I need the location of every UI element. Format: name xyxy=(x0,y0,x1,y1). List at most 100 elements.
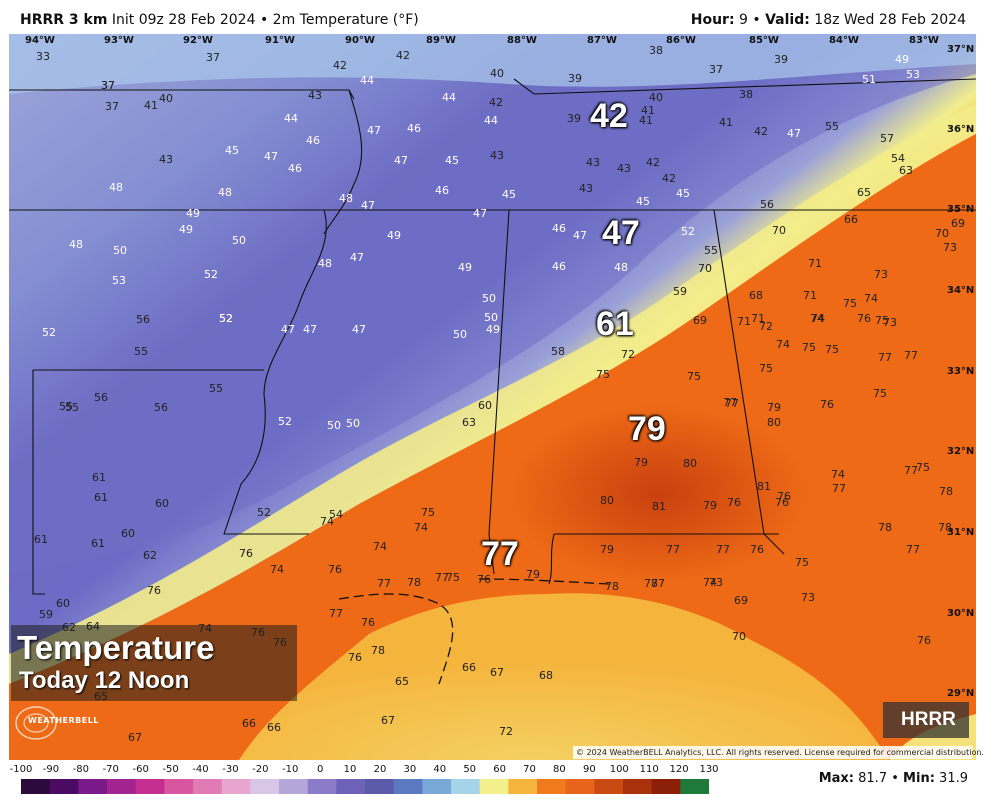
scale-label: -70 xyxy=(102,764,119,775)
temp-value: 77 xyxy=(723,396,737,409)
temp-value: 79 xyxy=(703,499,717,512)
scale-label: -20 xyxy=(252,764,269,775)
temp-value: 78 xyxy=(939,485,953,498)
model-name: HRRR 3 km xyxy=(20,12,108,28)
stats-separator: • xyxy=(891,771,899,786)
temp-value: 43 xyxy=(579,182,593,195)
temp-value: 50 xyxy=(327,419,341,432)
temp-value: 43 xyxy=(308,89,322,102)
lat-label: 36°N xyxy=(947,124,975,135)
temp-value: 43 xyxy=(159,153,173,166)
temp-value: 65 xyxy=(395,675,409,688)
temp-value: 54 xyxy=(891,152,905,165)
temp-value: 76 xyxy=(348,651,362,664)
temp-value: 65 xyxy=(857,186,871,199)
scale-label: 90 xyxy=(582,764,596,775)
temp-value: 80 xyxy=(767,416,781,429)
logo-text: WEATHERBELL xyxy=(28,716,99,725)
temp-value: 47 xyxy=(573,229,587,242)
scale-label: 20 xyxy=(373,764,387,775)
scale-label: 30 xyxy=(403,764,417,775)
temp-value: 74 xyxy=(776,338,790,351)
temp-value: 55 xyxy=(704,244,718,257)
temp-value: 43 xyxy=(617,162,631,175)
temp-value: 39 xyxy=(568,72,582,85)
temp-value: 69 xyxy=(951,217,965,230)
temp-value: 66 xyxy=(844,213,858,226)
highlight-temp: 61 xyxy=(596,305,634,343)
temp-value: 78 xyxy=(644,577,658,590)
temp-value: 37 xyxy=(101,79,115,92)
scale-swatch xyxy=(193,779,223,794)
hour-label: Hour: xyxy=(690,12,735,28)
lon-label: 83°W xyxy=(909,35,939,46)
temp-value: 33 xyxy=(36,50,50,63)
temp-value: 77 xyxy=(878,351,892,364)
scale-label: 80 xyxy=(553,764,566,775)
valid-value: 18z Wed 28 Feb 2024 xyxy=(814,12,966,28)
valid-label: Valid: xyxy=(765,12,810,28)
highlight-temp: 77 xyxy=(481,535,519,573)
temp-value: 79 xyxy=(526,568,540,581)
temp-value: 56 xyxy=(760,198,774,211)
lat-label: 32°N xyxy=(947,446,975,457)
temp-value: 75 xyxy=(687,370,701,383)
temp-value: 42 xyxy=(646,156,660,169)
temp-value: 50 xyxy=(484,311,498,324)
variable-name: 2m Temperature (°F) xyxy=(272,12,419,28)
scale-label: -100 xyxy=(9,764,33,775)
temp-value: 76 xyxy=(147,584,161,597)
scale-swatch xyxy=(651,779,681,794)
temp-value: 55 xyxy=(134,345,148,358)
temp-value: 48 xyxy=(614,261,628,274)
temp-value: 49 xyxy=(186,207,200,220)
temp-value: 61 xyxy=(92,471,106,484)
temp-value: 75 xyxy=(421,506,435,519)
temp-value: 43 xyxy=(586,156,600,169)
temp-value: 46 xyxy=(306,134,320,147)
temp-value: 79 xyxy=(600,543,614,556)
temp-value: 41 xyxy=(639,114,653,127)
temp-value: 74 xyxy=(414,521,428,534)
temp-value: 68 xyxy=(749,289,763,302)
scale-swatch xyxy=(250,779,280,794)
temp-value: 37 xyxy=(105,100,119,113)
model-badge: HRRR xyxy=(883,702,969,738)
hour-value: 9 xyxy=(739,12,748,28)
temp-value: 75 xyxy=(802,341,816,354)
scale-swatch xyxy=(107,779,137,794)
scale-swatch xyxy=(479,779,509,794)
temp-value: 56 xyxy=(154,401,168,414)
temp-value: 49 xyxy=(179,223,193,236)
temp-value: 47 xyxy=(281,323,295,336)
temp-value: 74 xyxy=(703,576,717,589)
max-label: Max: xyxy=(818,771,854,786)
title-box: Temperature Today 12 Noon xyxy=(11,625,297,701)
temp-value: 42 xyxy=(333,59,347,72)
coastline xyxy=(338,593,454,685)
lat-label: 29°N xyxy=(947,688,975,699)
temp-value: 72 xyxy=(621,348,635,361)
temp-value: 40 xyxy=(159,92,173,105)
valid-info: Hour: 9 • Valid: 18z Wed 28 Feb 2024 xyxy=(691,12,966,28)
copyright-notice: © 2024 WeatherBELL Analytics, LLC. All r… xyxy=(573,746,984,759)
temp-value: 44 xyxy=(284,112,298,125)
temp-value: 75 xyxy=(596,368,610,381)
temp-value: 50 xyxy=(453,328,467,341)
temp-value: 59 xyxy=(39,608,53,621)
highlight-temp: 47 xyxy=(602,214,640,252)
temp-value: 48 xyxy=(339,192,353,205)
temp-value: 50 xyxy=(113,244,127,257)
temp-value: 58 xyxy=(551,345,565,358)
temp-value: 48 xyxy=(318,257,332,270)
temp-value: 38 xyxy=(649,44,663,57)
temp-value: 47 xyxy=(352,323,366,336)
temp-value: 37 xyxy=(101,79,115,92)
separator: • xyxy=(259,12,269,28)
temp-value: 52 xyxy=(278,415,292,428)
scale-label: -60 xyxy=(132,764,149,775)
temp-value: 74 xyxy=(270,563,284,576)
temp-value: 74 xyxy=(831,468,845,481)
model-badge-label: HRRR xyxy=(901,709,956,730)
